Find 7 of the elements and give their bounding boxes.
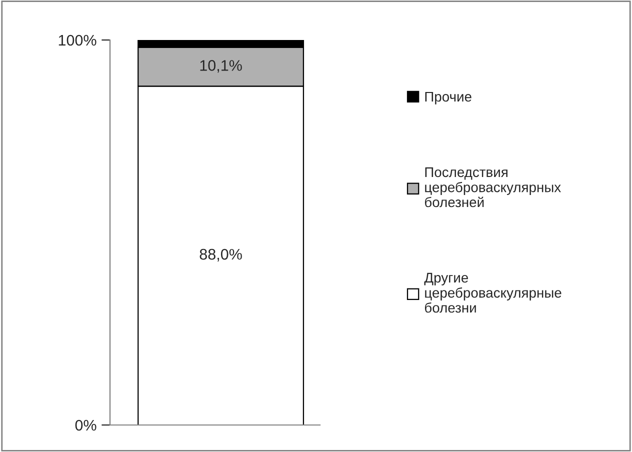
- legend-label: Прочие: [425, 92, 472, 104]
- data-label: 88,0%: [200, 248, 242, 262]
- legend-label: Другие цереброваскулярные болезни: [424, 272, 562, 313]
- legend-label: Последствия цереброваскулярных болезней: [424, 167, 561, 208]
- data-label: 10,1%: [200, 60, 242, 73]
- y-tick-label: 0%: [75, 420, 96, 431]
- y-tick-label: 100%: [58, 34, 96, 46]
